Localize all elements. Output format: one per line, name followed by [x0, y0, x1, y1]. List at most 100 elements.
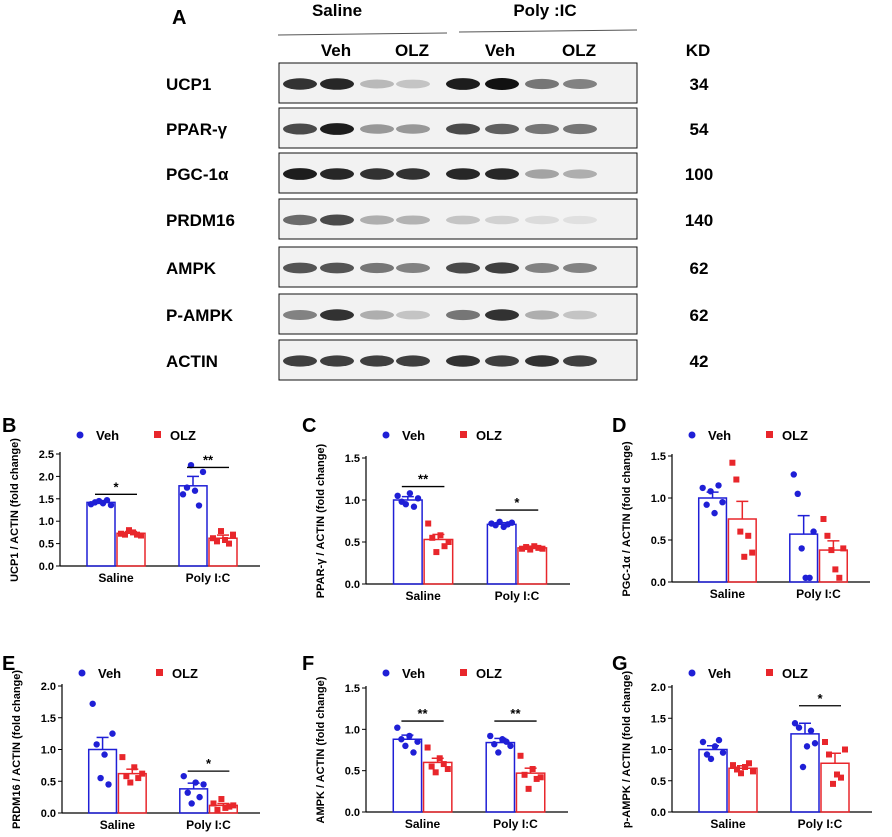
- point-g-veh-1-2: [799, 763, 807, 771]
- blot-band-p-ampk-4: [396, 310, 430, 320]
- point-b-olz-0-1: [122, 531, 128, 538]
- point-b-olz-1-0: [210, 535, 216, 542]
- blot-band-ucp1-7: [525, 78, 559, 90]
- y-tick-label-g-3: 1.5: [651, 713, 666, 725]
- panel-letter-a: A: [172, 7, 186, 29]
- point-g-veh-1-5: [811, 740, 819, 747]
- blot-band-pgc-1-8: [563, 169, 597, 179]
- kd-header: KD: [686, 41, 711, 60]
- y-tick-label-g-2: 1.0: [651, 745, 666, 757]
- panel-letter-e: E: [2, 653, 15, 675]
- group-underline-saline: [277, 32, 448, 36]
- panel-letter-c: C: [302, 415, 316, 437]
- y-tick-label-g-0: 0.0: [651, 807, 666, 819]
- y-tick-label-d-3: 1.5: [651, 451, 666, 463]
- blot-band-ppar-5: [446, 123, 480, 135]
- point-f-veh-0-3: [406, 732, 413, 740]
- point-d-olz-0-3: [741, 553, 748, 560]
- point-e-olz-0-2: [127, 779, 134, 786]
- y-tick-label-b-4: 2.0: [39, 471, 54, 483]
- bar-c-veh-0: [392, 499, 423, 585]
- point-g-veh-1-1: [795, 724, 803, 731]
- treatment-label-olz-polyic: OLZ: [562, 41, 596, 60]
- treatment-label-veh-saline: Veh: [321, 41, 351, 60]
- point-f-veh-0-4: [410, 749, 417, 756]
- y-tick-label-f-2: 1.0: [345, 724, 360, 736]
- sig-marker-f-1: **: [510, 706, 521, 721]
- blot-band-actin-3: [360, 355, 394, 367]
- point-c-olz-1-3: [531, 543, 538, 550]
- point-b-veh-1-4: [195, 502, 203, 509]
- blot-band-ppar-4: [396, 124, 430, 134]
- point-c-olz-1-4: [535, 544, 542, 551]
- point-g-veh-0-3: [711, 743, 719, 750]
- blot-band-ucp1-2: [320, 78, 354, 90]
- bar-e-veh-1: [179, 788, 209, 814]
- sig-marker-g-0: *: [817, 691, 823, 706]
- point-e-olz-0-5: [139, 770, 146, 777]
- sig-marker-b-1: **: [203, 452, 214, 467]
- kd-value-prdm16: 140: [685, 211, 713, 230]
- x-tick-label-f-1: Poly I:C: [493, 817, 538, 831]
- bar-e-veh-0: [87, 748, 118, 814]
- point-e-olz-1-1: [214, 806, 221, 813]
- y-tick-label-g-1: 0.5: [651, 776, 666, 788]
- point-c-olz-1-1: [523, 544, 530, 551]
- y-tick-label-b-0: 0.0: [39, 561, 54, 573]
- legend-label-veh: Veh: [708, 666, 731, 681]
- point-b-veh-1-5: [199, 468, 207, 476]
- legend-marker-olz: [460, 669, 467, 676]
- point-d-veh-1-4: [806, 574, 813, 581]
- blot-label-pgc-1: PGC-1α: [166, 165, 229, 184]
- point-g-olz-0-2: [738, 770, 744, 777]
- point-e-olz-0-3: [131, 764, 138, 771]
- point-d-olz-0-5: [749, 549, 756, 556]
- y-tick-label-d-2: 1.0: [651, 493, 666, 505]
- point-c-olz-1-5: [539, 545, 546, 552]
- sig-marker-c-0: **: [418, 472, 429, 487]
- point-e-veh-1-5: [200, 781, 207, 788]
- point-e-olz-0-4: [135, 775, 142, 782]
- blot-band-prdm16-7: [525, 215, 559, 225]
- y-tick-label-b-5: 2.5: [39, 449, 54, 461]
- point-f-olz-0-1: [428, 763, 435, 770]
- point-c-olz-0-3: [437, 532, 444, 539]
- blot-band-pgc-1-3: [360, 168, 394, 180]
- blot-band-ppar-2: [320, 123, 354, 135]
- bar-g-olz-1: [820, 762, 850, 813]
- blot-band-ampk-8: [563, 263, 597, 273]
- blot-band-ampk-2: [320, 262, 354, 274]
- x-tick-label-c-1: Poly I:C: [495, 589, 540, 603]
- point-c-veh-0-3: [406, 490, 414, 497]
- point-d-veh-0-0: [699, 484, 706, 492]
- group-label-polyic: Poly :IC: [513, 1, 576, 20]
- point-f-olz-1-1: [521, 771, 528, 778]
- blot-label-ppar: PPAR-γ: [166, 120, 228, 139]
- y-tick-label-c-2: 1.0: [345, 495, 360, 507]
- bar-d-veh-1: [789, 533, 819, 583]
- point-d-veh-1-1: [794, 490, 801, 497]
- point-e-veh-0-5: [109, 730, 116, 737]
- legend-label-olz: OLZ: [476, 428, 502, 443]
- y-tick-label-e-2: 1.0: [41, 745, 56, 757]
- point-f-olz-0-3: [436, 755, 443, 762]
- point-b-veh-0-5: [107, 501, 115, 509]
- point-f-veh-1-2: [495, 749, 502, 756]
- blot-band-prdm16-6: [485, 215, 519, 225]
- y-tick-label-c-1: 0.5: [345, 537, 360, 549]
- legend-label-veh: Veh: [98, 666, 121, 681]
- y-tick-label-c-0: 0.0: [345, 579, 360, 591]
- legend-marker-olz: [766, 431, 773, 438]
- point-f-olz-1-4: [533, 775, 540, 782]
- x-tick-label-d-0: Saline: [710, 587, 746, 601]
- blot-band-ucp1-5: [446, 78, 480, 90]
- point-f-veh-0-2: [402, 742, 409, 750]
- blot-band-p-ampk-7: [525, 310, 559, 320]
- group-label-saline: Saline: [312, 1, 362, 20]
- point-g-olz-1-0: [822, 739, 828, 745]
- point-f-veh-1-5: [507, 742, 514, 750]
- blot-band-ampk-1: [283, 262, 317, 274]
- point-f-olz-1-2: [525, 785, 532, 792]
- y-tick-label-e-3: 1.5: [41, 713, 56, 725]
